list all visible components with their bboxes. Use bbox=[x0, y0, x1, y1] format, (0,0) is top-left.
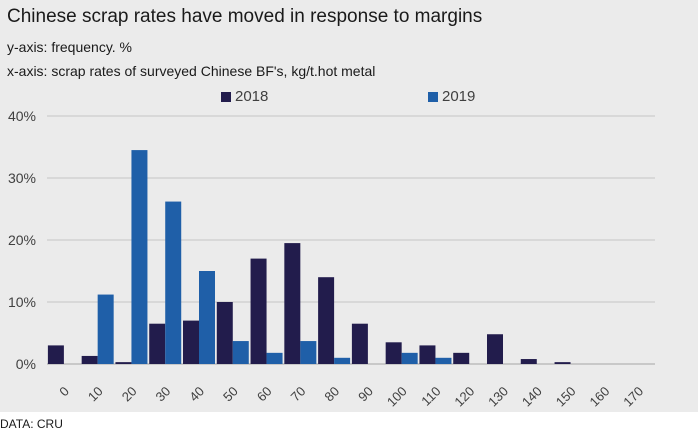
bar-chart: 0% 10% 20% 30% 40% 0 10 20 30 40 50 60 70 80 90 100 110 1… bbox=[8, 108, 655, 410]
bar-2019-50 bbox=[232, 341, 249, 364]
x-tick-label: 150 bbox=[553, 384, 579, 410]
chart-panel bbox=[0, 0, 698, 412]
bar-2018-130 bbox=[487, 334, 503, 364]
x-tick-label: 50 bbox=[220, 384, 241, 405]
y-tick-label: 30% bbox=[8, 170, 36, 186]
legend-swatch-2018 bbox=[221, 91, 231, 102]
source-note: DATA: CRU bbox=[0, 417, 63, 431]
bar-2018-50 bbox=[216, 302, 233, 364]
y-tick-label: 40% bbox=[8, 108, 36, 124]
x-tick-label: 80 bbox=[321, 384, 342, 405]
legend-item-2018: 2018 bbox=[221, 88, 268, 105]
bar-2018-120 bbox=[453, 352, 470, 364]
bar-2019-70 bbox=[300, 341, 317, 364]
bar-2019-20 bbox=[131, 150, 148, 364]
x-tick-label: 170 bbox=[620, 384, 646, 410]
x-tick-label: 10 bbox=[85, 384, 106, 405]
bar-2018-70 bbox=[284, 243, 301, 364]
x-tick-label: 120 bbox=[451, 384, 477, 410]
x-tick-label: 100 bbox=[384, 384, 410, 410]
bar-2018-0 bbox=[47, 345, 64, 364]
x-tick-label: 140 bbox=[519, 384, 545, 410]
y-tick-label: 20% bbox=[8, 232, 36, 248]
y-tick-label: 10% bbox=[8, 294, 36, 310]
bar-2018-20 bbox=[115, 362, 132, 364]
legend-item-2019: 2019 bbox=[428, 88, 475, 105]
bar-2019-40 bbox=[199, 271, 215, 364]
bar-2019-100 bbox=[401, 352, 418, 364]
x-tick-label: 90 bbox=[355, 384, 376, 405]
x-tick-label: 20 bbox=[119, 384, 140, 405]
y-tick-label: 0% bbox=[16, 356, 36, 372]
x-tick-label: 40 bbox=[186, 384, 207, 405]
bar-2019-60 bbox=[266, 352, 283, 364]
bar-2019-80 bbox=[334, 357, 351, 364]
x-tick-label: 110 bbox=[418, 384, 443, 409]
legend-swatch-2019 bbox=[428, 91, 438, 102]
bar-2018-30 bbox=[149, 323, 166, 364]
y-axis-note: y-axis: frequency. % bbox=[7, 39, 133, 55]
bar-2018-60 bbox=[250, 258, 267, 364]
bar-2018-80 bbox=[318, 277, 335, 364]
bar-2019-10 bbox=[97, 294, 114, 364]
bar-2018-90 bbox=[351, 323, 368, 364]
bar-2018-150 bbox=[554, 362, 571, 364]
x-tick-label: 0 bbox=[56, 384, 72, 400]
bar-2019-30 bbox=[165, 201, 182, 364]
bar-2019-110 bbox=[435, 357, 452, 364]
bar-2018-140 bbox=[520, 359, 537, 364]
bar-2018-10 bbox=[81, 355, 98, 364]
legend-label-2019: 2019 bbox=[442, 88, 476, 105]
x-tick-label: 60 bbox=[254, 384, 275, 405]
x-tick-label: 30 bbox=[153, 384, 174, 405]
bar-2018-40 bbox=[183, 320, 199, 364]
x-tick-label: 130 bbox=[485, 384, 511, 410]
x-tick-label: 70 bbox=[288, 384, 309, 405]
bar-2018-100 bbox=[385, 342, 402, 364]
chart-title: Chinese scrap rates have moved in respon… bbox=[7, 6, 483, 27]
bar-2018-110 bbox=[419, 345, 436, 364]
x-axis-note: x-axis: scrap rates of surveyed Chinese … bbox=[7, 63, 376, 79]
x-tick-label: 160 bbox=[587, 384, 613, 410]
legend-label-2018: 2018 bbox=[235, 88, 269, 105]
